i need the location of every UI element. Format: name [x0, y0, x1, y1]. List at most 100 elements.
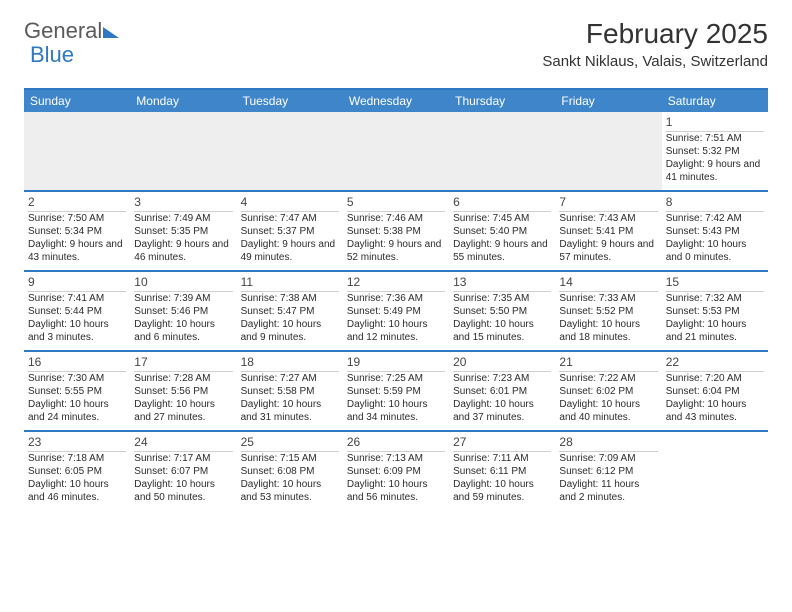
sunset-text: Sunset: 5:37 PM	[241, 226, 339, 239]
day-cell	[130, 112, 236, 190]
sunrise-text: Sunrise: 7:49 AM	[134, 213, 232, 226]
sunrise-text: Sunrise: 7:51 AM	[666, 133, 764, 146]
day-cell: 3Sunrise: 7:49 AMSunset: 5:35 PMDaylight…	[130, 192, 236, 270]
dayhead-mon: Monday	[130, 90, 236, 112]
location-text: Sankt Niklaus, Valais, Switzerland	[542, 53, 768, 70]
daylight-text: Daylight: 10 hours and 9 minutes.	[241, 319, 339, 345]
day-number: 6	[453, 195, 551, 212]
sunset-text: Sunset: 6:12 PM	[559, 466, 657, 479]
day-cell	[237, 112, 343, 190]
day-number: 10	[134, 275, 232, 292]
sunrise-text: Sunrise: 7:30 AM	[28, 373, 126, 386]
day-cell: 19Sunrise: 7:25 AMSunset: 5:59 PMDayligh…	[343, 352, 449, 430]
sunrise-text: Sunrise: 7:36 AM	[347, 293, 445, 306]
day-cell	[24, 112, 130, 190]
daylight-text: Daylight: 10 hours and 56 minutes.	[347, 479, 445, 505]
sunset-text: Sunset: 6:08 PM	[241, 466, 339, 479]
day-number: 25	[241, 435, 339, 452]
daylight-text: Daylight: 10 hours and 18 minutes.	[559, 319, 657, 345]
day-cell: 28Sunrise: 7:09 AMSunset: 6:12 PMDayligh…	[555, 432, 661, 510]
daylight-text: Daylight: 9 hours and 52 minutes.	[347, 239, 445, 265]
day-number: 23	[28, 435, 126, 452]
day-number: 3	[134, 195, 232, 212]
day-cell: 2Sunrise: 7:50 AMSunset: 5:34 PMDaylight…	[24, 192, 130, 270]
daylight-text: Daylight: 9 hours and 49 minutes.	[241, 239, 339, 265]
day-cell	[555, 112, 661, 190]
daylight-text: Daylight: 10 hours and 31 minutes.	[241, 399, 339, 425]
day-cell: 5Sunrise: 7:46 AMSunset: 5:38 PMDaylight…	[343, 192, 449, 270]
day-cell: 15Sunrise: 7:32 AMSunset: 5:53 PMDayligh…	[662, 272, 768, 350]
dayhead-sun: Sunday	[24, 90, 130, 112]
daylight-text: Daylight: 10 hours and 27 minutes.	[134, 399, 232, 425]
day-cell: 6Sunrise: 7:45 AMSunset: 5:40 PMDaylight…	[449, 192, 555, 270]
sunset-text: Sunset: 5:35 PM	[134, 226, 232, 239]
sunset-text: Sunset: 5:38 PM	[347, 226, 445, 239]
sunrise-text: Sunrise: 7:33 AM	[559, 293, 657, 306]
sunrise-text: Sunrise: 7:41 AM	[28, 293, 126, 306]
logo-triangle-icon	[103, 27, 119, 38]
weeks-container: 1Sunrise: 7:51 AMSunset: 5:32 PM Daylight…	[24, 112, 768, 510]
daylight-text: Daylight: 10 hours and 0 minutes.	[666, 239, 764, 265]
sunrise-text: Sunrise: 7:46 AM	[347, 213, 445, 226]
sunrise-text: Sunrise: 7:50 AM	[28, 213, 126, 226]
sunset-text: Sunset: 5:44 PM	[28, 306, 126, 319]
logo-word2: Blue	[30, 42, 74, 68]
day-cell: 11Sunrise: 7:38 AMSunset: 5:47 PMDayligh…	[237, 272, 343, 350]
day-number: 16	[28, 355, 126, 372]
sunrise-text: Sunrise: 7:28 AM	[134, 373, 232, 386]
sunset-text: Sunset: 6:04 PM	[666, 386, 764, 399]
daylight-text: Daylight: 10 hours and 34 minutes.	[347, 399, 445, 425]
daylight-text: Daylight: 10 hours and 37 minutes.	[453, 399, 551, 425]
sunset-text: Sunset: 5:43 PM	[666, 226, 764, 239]
sunrise-text: Sunrise: 7:43 AM	[559, 213, 657, 226]
day-number: 9	[28, 275, 126, 292]
sunset-text: Sunset: 5:32 PM	[666, 146, 764, 159]
day-number: 1	[666, 115, 764, 132]
logo: General	[24, 18, 119, 44]
day-cell: 21Sunrise: 7:22 AMSunset: 6:02 PMDayligh…	[555, 352, 661, 430]
dayhead-sat: Saturday	[662, 90, 768, 112]
dayhead-tue: Tuesday	[237, 90, 343, 112]
day-cell: 26Sunrise: 7:13 AMSunset: 6:09 PMDayligh…	[343, 432, 449, 510]
day-number: 26	[347, 435, 445, 452]
sunrise-text: Sunrise: 7:39 AM	[134, 293, 232, 306]
day-number: 8	[666, 195, 764, 212]
sunrise-text: Sunrise: 7:47 AM	[241, 213, 339, 226]
day-number: 7	[559, 195, 657, 212]
sunrise-text: Sunrise: 7:11 AM	[453, 453, 551, 466]
day-cell: 25Sunrise: 7:15 AMSunset: 6:08 PMDayligh…	[237, 432, 343, 510]
day-cell: 7Sunrise: 7:43 AMSunset: 5:41 PMDaylight…	[555, 192, 661, 270]
sunset-text: Sunset: 5:53 PM	[666, 306, 764, 319]
daylight-text: Daylight: 10 hours and 24 minutes.	[28, 399, 126, 425]
sunset-text: Sunset: 5:58 PM	[241, 386, 339, 399]
sunset-text: Sunset: 5:50 PM	[453, 306, 551, 319]
sunset-text: Sunset: 5:47 PM	[241, 306, 339, 319]
sunrise-text: Sunrise: 7:18 AM	[28, 453, 126, 466]
sunset-text: Sunset: 6:01 PM	[453, 386, 551, 399]
sunset-text: Sunset: 5:52 PM	[559, 306, 657, 319]
sunrise-text: Sunrise: 7:09 AM	[559, 453, 657, 466]
day-number: 13	[453, 275, 551, 292]
day-number: 15	[666, 275, 764, 292]
week-row: 9Sunrise: 7:41 AMSunset: 5:44 PMDaylight…	[24, 270, 768, 350]
day-number: 12	[347, 275, 445, 292]
day-cell: 4Sunrise: 7:47 AMSunset: 5:37 PMDaylight…	[237, 192, 343, 270]
daylight-text: Daylight: 9 hours and 43 minutes.	[28, 239, 126, 265]
daylight-text: Daylight: 10 hours and 3 minutes.	[28, 319, 126, 345]
day-cell: 14Sunrise: 7:33 AMSunset: 5:52 PMDayligh…	[555, 272, 661, 350]
dayhead-wed: Wednesday	[343, 90, 449, 112]
page-header: General February 2025 Sankt Niklaus, Val…	[24, 18, 768, 70]
daylight-text: Daylight: 10 hours and 6 minutes.	[134, 319, 232, 345]
sunset-text: Sunset: 5:49 PM	[347, 306, 445, 319]
daylight-text: Daylight: 9 hours and 57 minutes.	[559, 239, 657, 265]
daylight-text: Daylight: 10 hours and 53 minutes.	[241, 479, 339, 505]
sunrise-text: Sunrise: 7:17 AM	[134, 453, 232, 466]
day-number: 17	[134, 355, 232, 372]
day-cell: 12Sunrise: 7:36 AMSunset: 5:49 PMDayligh…	[343, 272, 449, 350]
sunrise-text: Sunrise: 7:27 AM	[241, 373, 339, 386]
sunrise-text: Sunrise: 7:42 AM	[666, 213, 764, 226]
day-number: 19	[347, 355, 445, 372]
day-cell: 18Sunrise: 7:27 AMSunset: 5:58 PMDayligh…	[237, 352, 343, 430]
day-cell: 17Sunrise: 7:28 AMSunset: 5:56 PMDayligh…	[130, 352, 236, 430]
day-number: 2	[28, 195, 126, 212]
